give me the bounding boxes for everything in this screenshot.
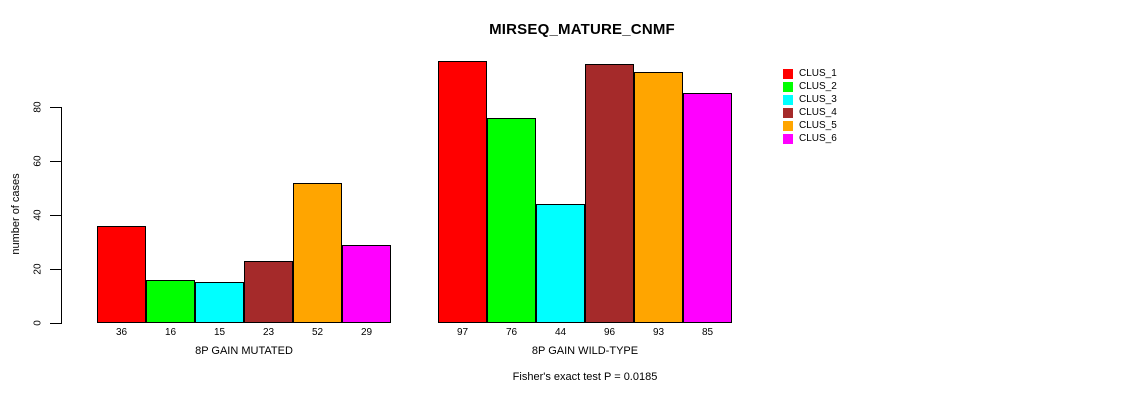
y-tick-mark-60 xyxy=(50,161,61,162)
bar-value-label: 29 xyxy=(360,327,373,338)
legend-label: CLUS_1 xyxy=(799,68,837,79)
footnote-fisher-test: Fisher's exact test P = 0.0185 xyxy=(512,371,658,383)
bar-clus_3-group1 xyxy=(195,282,244,323)
bar-value-label: 36 xyxy=(115,327,128,338)
chart-title: MIRSEQ_MATURE_CNMF xyxy=(489,21,675,38)
legend: CLUS_1 CLUS_2 CLUS_3 CLUS_4 CLUS_5 CLUS_6 xyxy=(783,67,837,145)
bar-value-label: 76 xyxy=(505,327,518,338)
legend-swatch-icon xyxy=(783,133,793,144)
bar-value-label: 16 xyxy=(164,327,177,338)
bar-clus_2-group1 xyxy=(146,280,195,323)
legend-swatch-icon xyxy=(783,107,793,118)
bar-clus_5-group2 xyxy=(634,72,683,323)
y-tick-mark-20 xyxy=(50,269,61,270)
bar-clus_2-group2 xyxy=(487,118,536,323)
legend-label: CLUS_4 xyxy=(799,107,837,118)
x-axis-group-label-wild-type: 8P GAIN WILD-TYPE xyxy=(531,345,639,357)
legend-label: CLUS_3 xyxy=(799,94,837,105)
legend-item-clus_4: CLUS_4 xyxy=(783,106,837,119)
bar-clus_4-group2 xyxy=(585,64,634,323)
legend-item-clus_1: CLUS_1 xyxy=(783,67,837,80)
bar-clus_1-group1 xyxy=(97,226,146,323)
bar-value-label: 96 xyxy=(603,327,616,338)
y-tick-label-80: 80 xyxy=(32,101,44,113)
bar-clus_1-group2 xyxy=(438,61,487,323)
legend-item-clus_2: CLUS_2 xyxy=(783,80,837,93)
bar-value-label: 23 xyxy=(262,327,275,338)
y-axis-label: number of cases xyxy=(10,173,22,255)
y-tick-label-60: 60 xyxy=(32,155,44,167)
legend-item-clus_6: CLUS_6 xyxy=(783,132,837,145)
bar-clus_4-group1 xyxy=(244,261,293,323)
legend-swatch-icon xyxy=(783,68,793,79)
bar-value-label: 15 xyxy=(213,327,226,338)
legend-label: CLUS_5 xyxy=(799,120,837,131)
bar-value-label: 85 xyxy=(701,327,714,338)
bar-clus_6-group2 xyxy=(683,93,732,323)
y-axis-line xyxy=(61,107,62,324)
bar-value-label: 97 xyxy=(456,327,469,338)
legend-item-clus_3: CLUS_3 xyxy=(783,93,837,106)
bar-clus_3-group2 xyxy=(536,204,585,323)
bar-value-label: 44 xyxy=(554,327,567,338)
y-tick-mark-80 xyxy=(50,107,61,108)
bar-value-label: 52 xyxy=(311,327,324,338)
legend-swatch-icon xyxy=(783,81,793,92)
y-tick-label-20: 20 xyxy=(32,263,44,275)
legend-item-clus_5: CLUS_5 xyxy=(783,119,837,132)
y-tick-label-40: 40 xyxy=(32,209,44,221)
y-tick-mark-40 xyxy=(50,215,61,216)
bar-clus_6-group1 xyxy=(342,245,391,323)
legend-swatch-icon xyxy=(783,94,793,105)
bar-value-label: 93 xyxy=(652,327,665,338)
y-tick-label-0: 0 xyxy=(32,320,44,326)
x-axis-group-label-mutated: 8P GAIN MUTATED xyxy=(195,345,293,357)
legend-label: CLUS_6 xyxy=(799,133,837,144)
legend-label: CLUS_2 xyxy=(799,81,837,92)
bar-clus_5-group1 xyxy=(293,183,342,323)
y-tick-mark-0 xyxy=(50,323,61,324)
legend-swatch-icon xyxy=(783,120,793,131)
